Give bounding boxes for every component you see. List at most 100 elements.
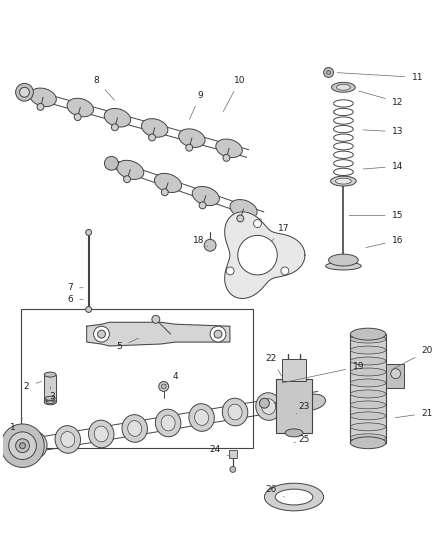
Circle shape — [199, 202, 206, 209]
Ellipse shape — [285, 429, 303, 437]
Text: 18: 18 — [193, 236, 208, 247]
Ellipse shape — [350, 437, 386, 449]
Circle shape — [74, 114, 81, 120]
Bar — [44, 375, 56, 402]
Circle shape — [159, 382, 169, 391]
Text: 26: 26 — [265, 484, 284, 497]
Ellipse shape — [230, 199, 257, 219]
Ellipse shape — [350, 328, 386, 340]
Text: 8: 8 — [94, 76, 114, 100]
Circle shape — [223, 155, 230, 161]
Circle shape — [161, 384, 166, 389]
Ellipse shape — [350, 346, 386, 354]
Polygon shape — [87, 322, 230, 346]
Ellipse shape — [350, 412, 386, 420]
Ellipse shape — [336, 178, 351, 184]
Ellipse shape — [192, 187, 219, 206]
Bar — [350, 334, 386, 443]
Text: 1: 1 — [10, 418, 22, 432]
Ellipse shape — [350, 401, 386, 409]
Circle shape — [204, 239, 216, 251]
Text: 11: 11 — [337, 72, 423, 82]
Circle shape — [214, 330, 222, 338]
Ellipse shape — [350, 335, 386, 343]
Circle shape — [20, 87, 29, 97]
Circle shape — [16, 83, 33, 101]
Ellipse shape — [194, 410, 208, 425]
Circle shape — [226, 267, 234, 275]
Ellipse shape — [61, 432, 75, 447]
Bar — [386, 364, 404, 389]
Circle shape — [237, 215, 244, 222]
Text: 10: 10 — [223, 76, 245, 111]
Text: 3: 3 — [49, 386, 55, 401]
Circle shape — [16, 439, 29, 453]
Circle shape — [98, 330, 106, 338]
Ellipse shape — [289, 387, 315, 415]
Ellipse shape — [94, 426, 108, 442]
Text: 25: 25 — [294, 435, 310, 445]
Ellipse shape — [328, 254, 358, 266]
Ellipse shape — [325, 262, 361, 270]
Text: 24: 24 — [209, 445, 230, 456]
Ellipse shape — [88, 420, 114, 448]
Circle shape — [324, 68, 333, 77]
Circle shape — [86, 230, 92, 236]
Bar — [276, 378, 312, 433]
Circle shape — [327, 70, 331, 75]
Circle shape — [281, 267, 289, 275]
Ellipse shape — [261, 399, 276, 415]
Ellipse shape — [155, 409, 181, 437]
Circle shape — [254, 220, 261, 228]
Ellipse shape — [44, 372, 56, 377]
Ellipse shape — [27, 437, 41, 453]
Circle shape — [391, 369, 401, 378]
Circle shape — [94, 326, 110, 342]
Ellipse shape — [44, 400, 56, 405]
Bar — [282, 359, 306, 381]
Circle shape — [161, 189, 168, 196]
Circle shape — [105, 156, 118, 170]
Ellipse shape — [46, 401, 54, 403]
Circle shape — [9, 432, 36, 459]
Text: 6: 6 — [67, 295, 83, 304]
Ellipse shape — [141, 119, 168, 137]
Ellipse shape — [117, 160, 144, 180]
Ellipse shape — [104, 108, 131, 127]
Ellipse shape — [122, 415, 148, 442]
Ellipse shape — [216, 139, 242, 158]
Ellipse shape — [350, 423, 386, 431]
Ellipse shape — [21, 431, 47, 459]
Circle shape — [152, 316, 160, 324]
Text: 5: 5 — [117, 338, 138, 351]
Circle shape — [186, 144, 193, 151]
Ellipse shape — [275, 489, 313, 505]
Ellipse shape — [55, 426, 81, 453]
Ellipse shape — [295, 393, 309, 409]
Ellipse shape — [331, 176, 356, 186]
Text: 2: 2 — [24, 382, 42, 391]
Ellipse shape — [256, 393, 281, 421]
Ellipse shape — [127, 421, 142, 437]
Text: 9: 9 — [190, 91, 203, 119]
Text: 21: 21 — [396, 409, 433, 418]
Ellipse shape — [265, 483, 324, 511]
Text: 12: 12 — [359, 91, 403, 107]
Circle shape — [259, 398, 269, 408]
Circle shape — [1, 424, 44, 467]
Ellipse shape — [161, 415, 175, 431]
Text: 22: 22 — [266, 354, 282, 376]
Ellipse shape — [67, 98, 93, 117]
Ellipse shape — [350, 390, 386, 398]
Circle shape — [86, 306, 92, 312]
Ellipse shape — [179, 129, 205, 148]
Text: 19: 19 — [282, 362, 364, 383]
Ellipse shape — [189, 403, 214, 431]
Bar — [229, 450, 237, 457]
Circle shape — [20, 443, 25, 449]
Circle shape — [210, 326, 226, 342]
Circle shape — [148, 134, 155, 141]
Ellipse shape — [332, 83, 355, 92]
Ellipse shape — [350, 357, 386, 365]
Ellipse shape — [223, 398, 248, 426]
